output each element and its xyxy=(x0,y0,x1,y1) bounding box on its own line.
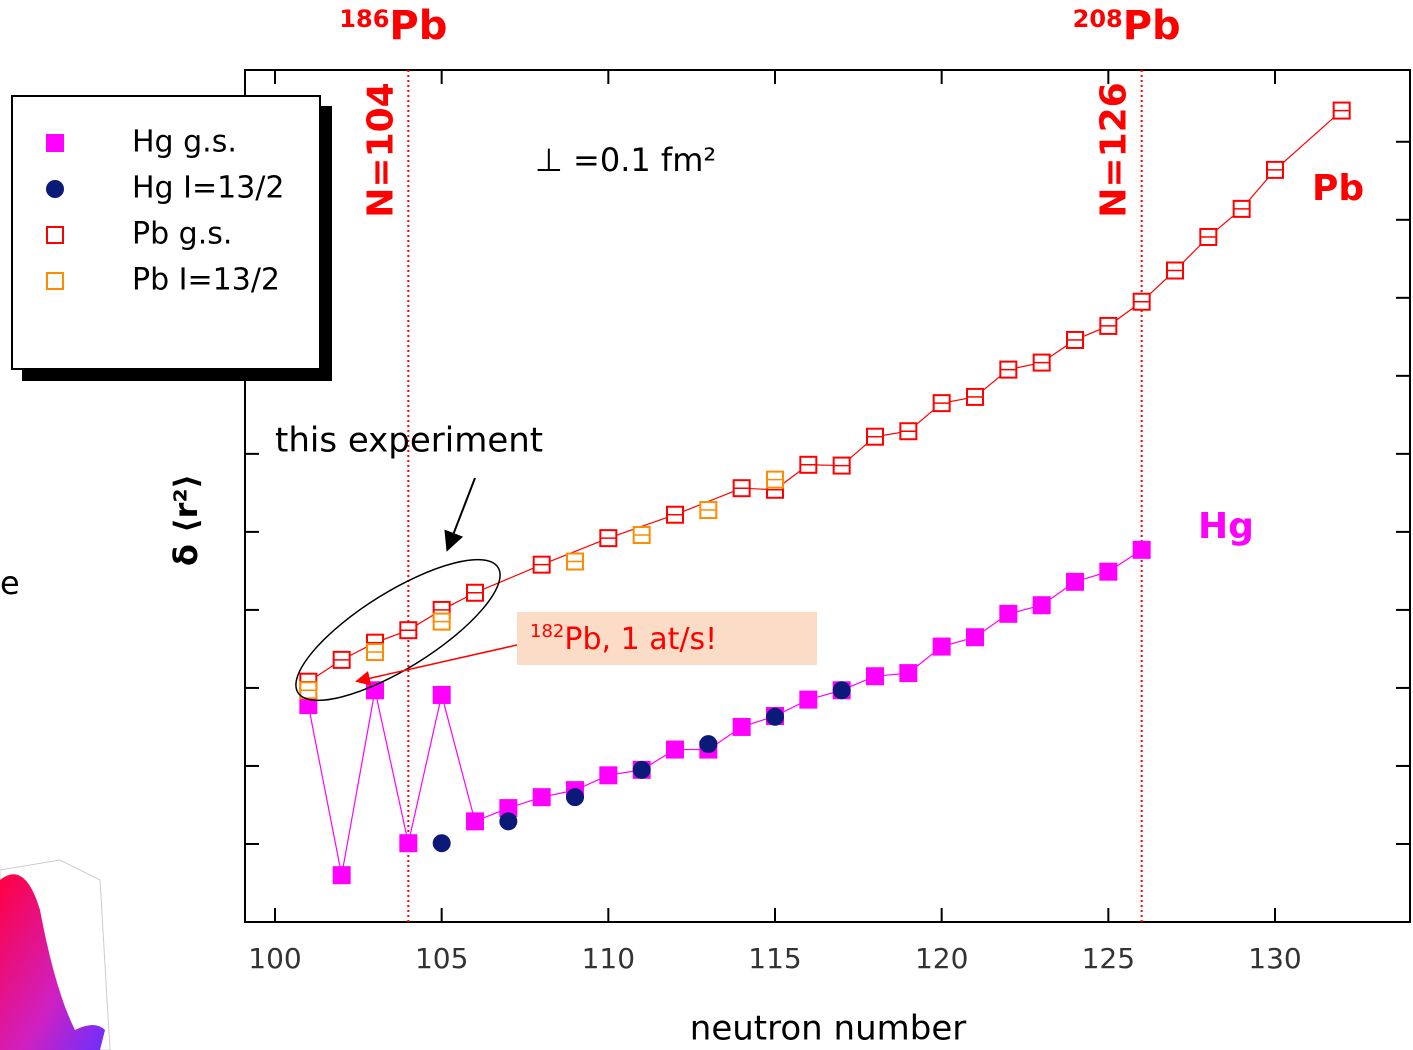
x-axis-title: neutron number xyxy=(690,1009,966,1049)
legend: Hg g.s. Hg I=13/2 Pb g.s. Pb I=13/2 xyxy=(11,95,332,381)
plot: 100 105 110 115 120 125 130 N=104 N=126 xyxy=(245,70,1410,975)
point xyxy=(432,685,451,704)
point xyxy=(532,788,551,807)
legend-label: Hg g.s. xyxy=(132,125,237,160)
scale-note: ⊥ =0.1 fm² xyxy=(535,141,716,179)
point xyxy=(499,799,518,818)
annotation: this experiment xyxy=(275,421,543,461)
top-label-mass: 186 xyxy=(339,5,389,33)
x-tick-label: 125 xyxy=(1082,942,1135,975)
point xyxy=(899,664,918,683)
point xyxy=(399,834,418,853)
x-tick-label: 120 xyxy=(915,942,968,975)
point xyxy=(46,180,64,198)
point xyxy=(366,681,384,700)
surface-image xyxy=(0,859,111,1050)
point xyxy=(932,637,951,656)
point xyxy=(632,760,651,779)
callout-arrow xyxy=(355,644,518,686)
plot-frame xyxy=(244,69,1411,923)
point xyxy=(566,788,584,807)
x-tick-label: 105 xyxy=(415,942,468,975)
side-fragment: e xyxy=(0,564,20,602)
top-label: 208Pb xyxy=(1073,3,1181,49)
point xyxy=(732,717,751,736)
point xyxy=(1099,562,1118,581)
point xyxy=(46,134,64,152)
legend-label: Pb g.s. xyxy=(132,217,232,252)
callout: 182Pb, 1 at/s! xyxy=(530,621,717,657)
point xyxy=(999,604,1018,623)
point xyxy=(866,667,884,686)
point xyxy=(832,681,851,700)
pb-label: Pb xyxy=(1312,168,1364,209)
legend-label: Pb I=13/2 xyxy=(132,263,280,298)
point xyxy=(432,834,451,853)
series-line xyxy=(307,549,1142,876)
point xyxy=(46,272,64,290)
point xyxy=(466,812,484,831)
point xyxy=(499,812,518,831)
point xyxy=(46,226,64,244)
reference-label: N=126 xyxy=(1094,82,1135,217)
series-line xyxy=(308,110,1343,683)
y-axis-title: δ ⟨r²⟩ xyxy=(167,474,205,566)
top-label: 186Pb xyxy=(339,3,447,49)
callout-mass: 182 xyxy=(530,621,564,642)
point xyxy=(799,690,818,709)
point xyxy=(599,766,618,785)
point xyxy=(699,735,718,754)
x-tick-label: 110 xyxy=(582,942,635,975)
point xyxy=(966,628,984,647)
x-tick-label: 115 xyxy=(748,942,801,975)
point xyxy=(332,866,351,885)
top-label-symbol: Pb xyxy=(1123,3,1181,49)
experiment-ellipse xyxy=(295,558,501,702)
legend-label: Hg I=13/2 xyxy=(132,171,285,206)
x-tick-label: 100 xyxy=(248,942,301,975)
top-label-mass: 208 xyxy=(1073,5,1123,33)
hg-label: Hg xyxy=(1198,506,1254,547)
point xyxy=(766,707,784,726)
point xyxy=(1132,540,1151,559)
callout-box xyxy=(517,612,817,665)
top-label-symbol: Pb xyxy=(389,3,447,49)
reference-label: N=104 xyxy=(360,82,401,217)
point xyxy=(1066,572,1084,591)
annotation-arrow xyxy=(444,477,476,552)
x-tick-label: 130 xyxy=(1248,942,1301,975)
callout-text: Pb, 1 at/s! xyxy=(564,622,717,657)
point xyxy=(1032,596,1051,615)
point xyxy=(666,740,684,759)
